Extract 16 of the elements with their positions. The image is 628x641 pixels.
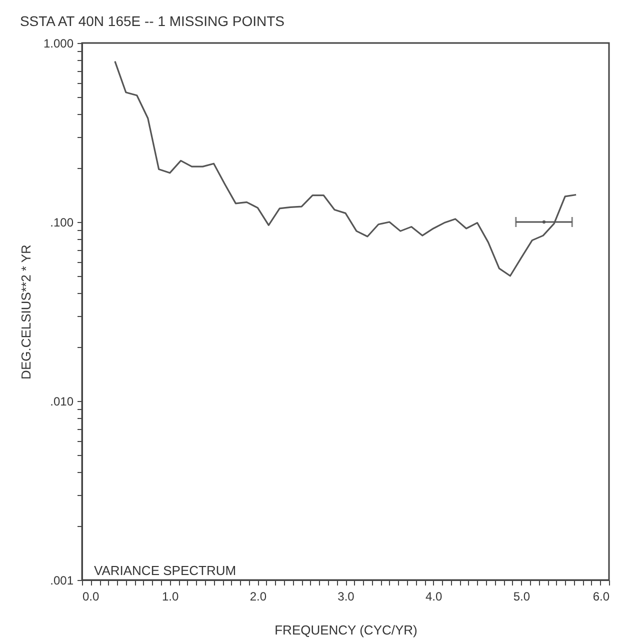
- x-tick-label: 4.0: [425, 590, 442, 604]
- y-tick-label: 1.000: [43, 36, 74, 50]
- y-tick-label: .001: [50, 574, 74, 588]
- x-tick-label: 1.0: [162, 590, 179, 604]
- annotation: VARIANCE SPECTRUM: [94, 563, 236, 578]
- x-tick-label: 6.0: [592, 590, 610, 604]
- y-tick-label: .100: [50, 216, 74, 230]
- x-tick-label: 3.0: [338, 590, 355, 604]
- x-tick-label: 5.0: [513, 590, 530, 604]
- x-tick-label: 2.0: [250, 590, 267, 604]
- y-axis-title: DEG.CELSIUS**2 * YR: [18, 244, 34, 380]
- x-tick-label: 0.0: [82, 590, 100, 604]
- y-tick-label: .010: [50, 394, 74, 408]
- chart-title: SSTA AT 40N 165E -- 1 MISSING POINTS: [20, 13, 284, 29]
- line-series: [114, 60, 577, 277]
- x-axis-title: FREQUENCY (CYC/YR): [274, 622, 418, 638]
